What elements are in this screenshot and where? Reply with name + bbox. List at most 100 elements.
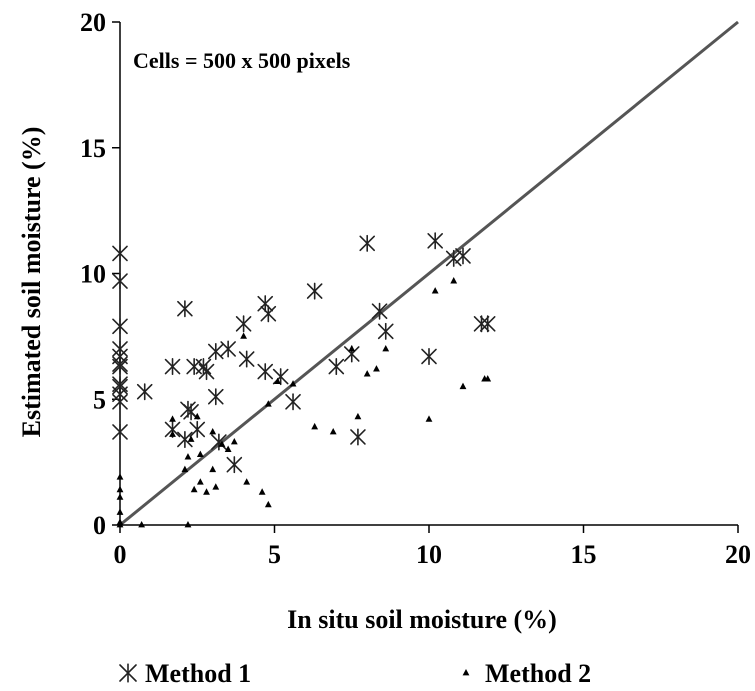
plot-area: 0 5 10 15 20 0 5 10 15 20 <box>80 8 751 569</box>
method-2-point <box>193 412 201 420</box>
method-1-point <box>260 305 277 323</box>
method-1-point <box>445 249 462 267</box>
method-1-point <box>112 358 128 376</box>
x-tick-label: 15 <box>571 540 597 569</box>
method-2-point <box>484 375 492 382</box>
x-tick-label: 10 <box>416 540 442 569</box>
method-2-point <box>431 287 439 294</box>
method-1-point <box>207 342 224 360</box>
x-tick-label: 0 <box>114 540 127 569</box>
y-tick-label: 0 <box>93 511 106 540</box>
method-2-point <box>354 412 362 420</box>
method-2-point <box>116 473 124 480</box>
method-1-point <box>112 393 128 411</box>
method-1-point <box>421 347 437 365</box>
method-2-point <box>363 370 371 377</box>
legend-asterisk-icon <box>119 663 137 683</box>
method-2-point <box>425 415 433 422</box>
method-1-point <box>377 322 394 340</box>
method-2-point <box>230 438 238 445</box>
method-1-point <box>306 282 323 300</box>
method-2-point <box>181 465 189 473</box>
method-1-point <box>220 340 236 358</box>
method-2-point <box>240 332 247 339</box>
method-1-point <box>257 295 274 313</box>
method-2-point <box>218 440 226 447</box>
method-2-point <box>264 500 272 508</box>
method-2-point <box>169 415 176 422</box>
method-2-point <box>190 485 198 493</box>
x-tick-label: 5 <box>268 540 281 569</box>
one-to-one-reference-line <box>119 20 739 527</box>
tick-labels: 0 5 10 15 20 0 5 10 15 20 <box>80 8 751 569</box>
method-2-point <box>274 377 281 385</box>
method-1-point <box>359 234 376 252</box>
y-tick-label: 10 <box>80 260 106 289</box>
method-2-point <box>138 521 146 528</box>
method-2-point <box>184 521 192 528</box>
legend-triangle-icon <box>462 669 470 676</box>
method-1-point <box>112 272 128 290</box>
method-1-point <box>350 428 366 446</box>
legend: Method 1 Method 2 <box>119 659 591 688</box>
legend-label-method-2: Method 2 <box>485 659 591 688</box>
method-1-point <box>177 300 193 318</box>
method-1-point <box>207 388 224 406</box>
legend-triangle-marker <box>462 669 470 676</box>
method-2-point <box>203 488 210 495</box>
method-2-point <box>382 344 390 352</box>
method-2-point <box>450 277 458 284</box>
method-1-point <box>189 420 206 438</box>
method-1-point <box>226 456 243 474</box>
method-2-point <box>373 365 380 372</box>
method-2-point <box>311 422 319 430</box>
method-2-point <box>116 493 124 500</box>
axis-ticks <box>112 21 739 533</box>
y-axis-title: Estimated soil moisture (%) <box>17 127 46 438</box>
method-2-point <box>196 450 204 457</box>
method-1-point <box>195 358 212 376</box>
method-2-point <box>116 508 124 515</box>
legend-item-method-2: Method 2 <box>462 659 591 688</box>
method-2-point <box>289 380 297 387</box>
legend-label-method-1: Method 1 <box>145 659 251 688</box>
y-tick-label: 5 <box>93 385 106 414</box>
y-tick-label: 15 <box>80 134 106 163</box>
method-1-point <box>235 315 252 333</box>
method-1-point <box>238 350 255 368</box>
method-1-point <box>164 358 181 376</box>
legend-item-method-1: Method 1 <box>119 659 251 688</box>
method-1-point <box>112 244 128 262</box>
series-method-2 <box>116 277 492 528</box>
method-1-point <box>479 315 496 333</box>
method-2-point <box>459 382 467 390</box>
method-1-point <box>177 430 193 448</box>
method-1-point <box>455 247 471 265</box>
y-tick-label: 20 <box>80 8 106 37</box>
method-1-point <box>328 358 345 376</box>
method-2-point <box>184 453 192 460</box>
method-2-point <box>243 478 251 485</box>
method-2-point <box>169 430 176 437</box>
method-1-point <box>198 363 215 381</box>
method-2-point <box>196 478 204 485</box>
method-1-point <box>285 393 301 411</box>
x-axis-title: In situ soil moisture (%) <box>287 605 557 634</box>
method-2-point <box>224 445 232 452</box>
method-2-point <box>209 465 217 473</box>
method-2-point <box>209 427 217 435</box>
series-method-1 <box>112 232 496 474</box>
x-tick-label: 20 <box>725 540 751 569</box>
method-2-point <box>212 483 220 490</box>
legend-asterisk-marker <box>119 663 137 683</box>
method-2-point <box>116 485 124 493</box>
method-2-point <box>348 344 356 352</box>
series-layer <box>112 232 496 528</box>
method-1-point <box>112 317 128 335</box>
method-2-point <box>116 521 124 528</box>
method-2-point <box>264 400 272 407</box>
method-1-point <box>257 363 274 381</box>
method-1-point <box>371 302 388 320</box>
method-2-point <box>329 427 337 435</box>
